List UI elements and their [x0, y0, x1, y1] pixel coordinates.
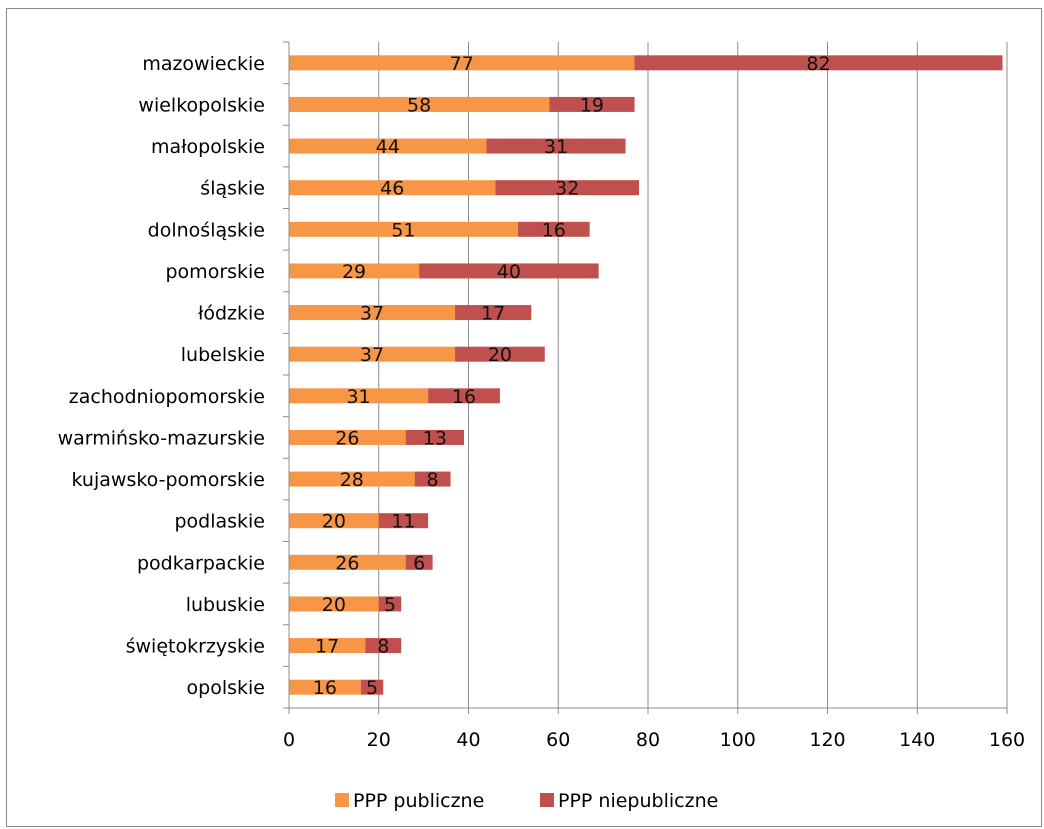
data-label: 6 — [413, 552, 425, 574]
data-label: 32 — [555, 178, 579, 200]
category-label: śląskie — [200, 178, 265, 200]
data-label: 16 — [313, 677, 337, 699]
bar-segment — [289, 429, 406, 445]
data-label: 5 — [366, 677, 378, 699]
category-label: wielkopolskie — [138, 94, 265, 116]
data-label: 46 — [380, 178, 404, 200]
data-label: 17 — [315, 636, 339, 658]
bar-segment — [289, 96, 550, 112]
legend-swatch — [540, 793, 554, 807]
data-label: 17 — [481, 303, 505, 325]
bars — [289, 55, 1003, 695]
data-label: 40 — [497, 261, 521, 283]
data-label: 5 — [384, 594, 396, 616]
bar-segment — [428, 388, 500, 404]
axes — [283, 41, 1008, 714]
bar-segment — [289, 180, 496, 196]
bar-segment — [405, 554, 433, 570]
data-label: 51 — [391, 219, 415, 241]
data-label: 58 — [407, 94, 431, 116]
bar-segment — [405, 429, 465, 445]
bar-segment — [378, 513, 429, 529]
category-label: mazowieckie — [142, 53, 265, 75]
data-label: 44 — [376, 136, 400, 158]
bar-segment — [289, 305, 456, 321]
bar-segment — [289, 263, 420, 279]
x-tick-label: 140 — [899, 729, 935, 751]
bar-segment — [455, 305, 532, 321]
bar-segment — [289, 554, 406, 570]
category-label: dolnośląskie — [148, 219, 265, 241]
legend-label: PPP niepubliczne — [558, 790, 718, 812]
bar-segment — [419, 263, 599, 279]
bar-segment — [289, 388, 429, 404]
data-label: 37 — [360, 303, 384, 325]
bar-segment — [365, 638, 402, 654]
data-label: 31 — [544, 136, 568, 158]
bar-segment — [289, 513, 379, 529]
data-label: 20 — [322, 594, 346, 616]
bar-segment — [549, 96, 635, 112]
category-label: zachodniopomorskie — [69, 386, 265, 408]
data-label: 20 — [488, 344, 512, 366]
category-label: lubelskie — [181, 344, 265, 366]
bar-segment — [378, 596, 402, 612]
legend-swatch — [335, 793, 349, 807]
bar-segment — [634, 55, 1003, 71]
bar-segment — [289, 346, 456, 362]
category-label: świętokrzyskie — [126, 636, 265, 658]
x-tick-label: 100 — [720, 729, 756, 751]
bar-segment — [495, 180, 640, 196]
data-label: 16 — [542, 219, 566, 241]
category-label: pomorskie — [166, 261, 266, 283]
x-tick-label: 160 — [989, 729, 1025, 751]
x-tick-label: 0 — [283, 729, 295, 751]
data-label: 26 — [335, 552, 359, 574]
x-tick-label: 60 — [546, 729, 570, 751]
data-label: 19 — [580, 94, 604, 116]
bar-segment — [289, 138, 487, 154]
x-tick-label: 80 — [636, 729, 660, 751]
data-label: 8 — [377, 636, 389, 658]
category-label: małopolskie — [151, 136, 265, 158]
data-label: 8 — [427, 469, 439, 491]
category-label: kujawsko-pomorskie — [72, 469, 265, 491]
legend: PPP publiczne PPP niepubliczne — [335, 790, 718, 812]
category-label: łódzkie — [198, 303, 265, 325]
x-tick-label: 120 — [809, 729, 845, 751]
data-label: 29 — [342, 261, 366, 283]
bar-segment — [289, 638, 366, 654]
category-label: lubuskie — [186, 594, 265, 616]
data-label: 37 — [360, 344, 384, 366]
category-label: warmińsko-mazurskie — [58, 427, 265, 449]
bar-segment — [289, 679, 361, 695]
data-label: 28 — [340, 469, 364, 491]
category-label: opolskie — [187, 677, 265, 699]
bar-segment — [360, 679, 384, 695]
bar-segment — [289, 55, 635, 71]
category-label: podlaskie — [174, 511, 265, 533]
legend-label: PPP publiczne — [353, 790, 484, 812]
bar-segment — [455, 346, 545, 362]
category-label: podkarpackie — [137, 552, 265, 574]
data-label: 11 — [391, 511, 415, 533]
data-label: 16 — [452, 386, 476, 408]
data-label: 26 — [335, 427, 359, 449]
bar-segment — [289, 596, 379, 612]
data-label: 77 — [450, 53, 474, 75]
x-tick-label: 40 — [456, 729, 480, 751]
data-label: 13 — [423, 427, 447, 449]
data-label: 31 — [346, 386, 370, 408]
x-tick-label: 20 — [367, 729, 391, 751]
bar-segment — [289, 471, 415, 487]
bar-segment — [517, 221, 590, 237]
bar-segment — [486, 138, 626, 154]
data-label: 82 — [806, 53, 830, 75]
bar-segment — [289, 221, 518, 237]
data-label: 20 — [322, 511, 346, 533]
bar-segment — [414, 471, 451, 487]
labels: 0 20 40 60 80 100 120 140 160 mazowieckie 77 82 wiel… — [58, 53, 1026, 751]
